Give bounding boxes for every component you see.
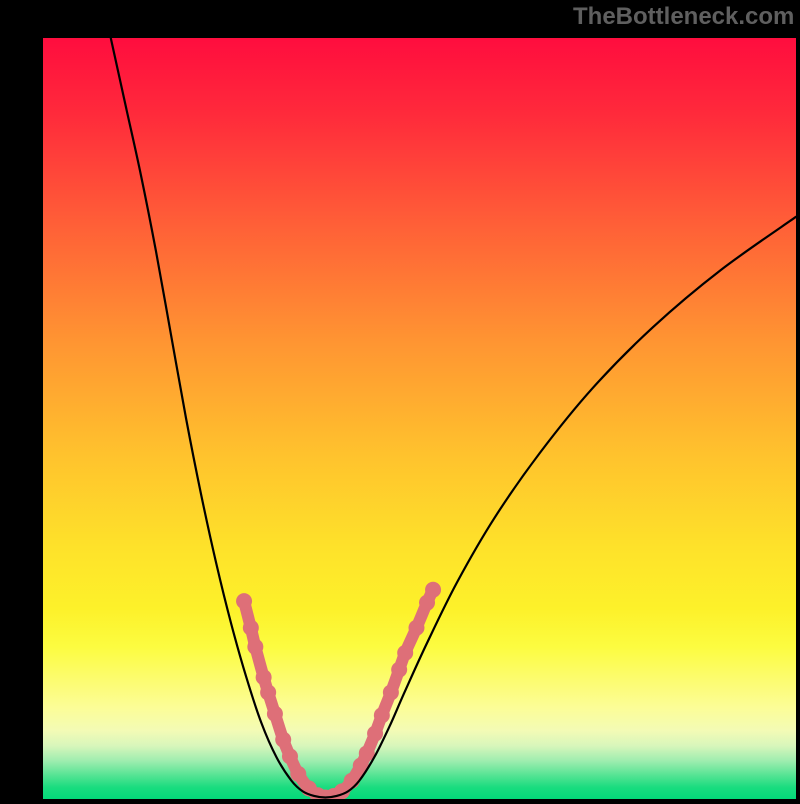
- marker-dot: [344, 773, 360, 789]
- marker-dot: [267, 706, 283, 722]
- marker-dot: [425, 582, 441, 598]
- marker-dot: [290, 766, 306, 782]
- marker-dot: [374, 707, 390, 723]
- gradient-background: [43, 38, 796, 799]
- marker-dot: [367, 726, 383, 742]
- marker-dot: [391, 662, 407, 678]
- marker-dot: [282, 748, 298, 764]
- marker-dot: [256, 669, 272, 685]
- marker-dot: [260, 684, 276, 700]
- marker-dot: [397, 645, 413, 661]
- watermark-text: TheBottleneck.com: [573, 3, 794, 31]
- marker-dot: [275, 732, 291, 748]
- marker-dot: [236, 593, 252, 609]
- marker-dot: [383, 684, 399, 700]
- chart-container: [43, 38, 796, 799]
- marker-dot: [247, 639, 263, 655]
- marker-dot: [243, 620, 259, 636]
- v-curve-chart: [43, 38, 796, 799]
- marker-dot: [408, 620, 424, 636]
